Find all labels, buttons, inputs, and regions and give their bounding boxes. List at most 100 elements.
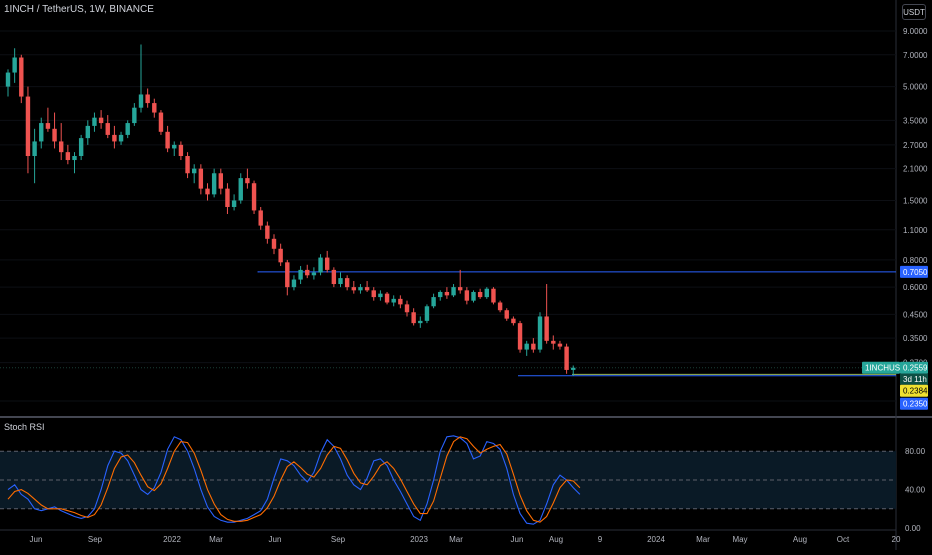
level-lines[interactable]	[0, 271, 896, 377]
candle[interactable]	[358, 287, 363, 291]
candle[interactable]	[125, 123, 130, 135]
price-tick-label: 0.4500	[903, 310, 928, 319]
candle[interactable]	[484, 288, 489, 298]
candle[interactable]	[424, 306, 430, 321]
candle[interactable]	[198, 168, 204, 189]
candle[interactable]	[404, 304, 410, 313]
candle[interactable]	[305, 269, 310, 276]
price-tick-label: 3.5000	[903, 116, 928, 125]
candle[interactable]	[118, 134, 124, 142]
candle[interactable]	[12, 57, 17, 73]
candle[interactable]	[311, 272, 317, 276]
candle[interactable]	[458, 287, 463, 291]
candle[interactable]	[517, 323, 523, 350]
candle[interactable]	[398, 298, 403, 305]
candle[interactable]	[19, 57, 24, 97]
candle[interactable]	[378, 293, 383, 298]
candle[interactable]	[418, 320, 423, 324]
candle[interactable]	[544, 316, 549, 341]
candle[interactable]	[438, 291, 443, 298]
candle[interactable]	[497, 302, 503, 311]
candle[interactable]	[325, 257, 330, 270]
stoch-rsi-title[interactable]: Stoch RSI	[4, 422, 45, 432]
candle[interactable]	[338, 278, 343, 285]
candle[interactable]	[431, 297, 436, 307]
candle[interactable]	[251, 183, 257, 211]
candle[interactable]	[524, 343, 529, 350]
candle[interactable]	[218, 173, 223, 189]
candle[interactable]	[331, 269, 337, 285]
candle[interactable]	[85, 125, 90, 139]
candle[interactable]	[285, 262, 290, 288]
candle[interactable]	[451, 287, 456, 296]
candle[interactable]	[231, 200, 237, 207]
candles[interactable]	[5, 44, 576, 376]
candle[interactable]	[165, 131, 170, 149]
candle[interactable]	[185, 156, 190, 174]
candle[interactable]	[364, 287, 370, 291]
candle[interactable]	[464, 290, 470, 301]
candle[interactable]	[318, 257, 323, 273]
candle[interactable]	[471, 291, 476, 301]
candle[interactable]	[271, 238, 277, 249]
candle[interactable]	[211, 173, 217, 195]
candle[interactable]	[245, 178, 250, 184]
candle[interactable]	[225, 188, 230, 207]
candle[interactable]	[32, 141, 37, 157]
candle[interactable]	[145, 94, 150, 104]
candle[interactable]	[564, 346, 569, 370]
candle[interactable]	[371, 290, 376, 298]
candle[interactable]	[72, 156, 77, 161]
candle[interactable]	[351, 287, 356, 291]
candle[interactable]	[132, 107, 137, 124]
candle[interactable]	[5, 72, 11, 87]
candle[interactable]	[238, 178, 243, 201]
candle[interactable]	[92, 117, 97, 126]
stoch-k-line[interactable]	[7, 435, 581, 525]
candle[interactable]	[571, 367, 576, 370]
candle[interactable]	[391, 298, 396, 303]
candle[interactable]	[258, 210, 263, 226]
currency-button[interactable]: USDT	[902, 4, 926, 20]
candle[interactable]	[551, 340, 556, 344]
candle[interactable]	[537, 316, 543, 350]
candle[interactable]	[45, 123, 51, 129]
stoch-rsi-pane[interactable]	[0, 435, 896, 525]
stoch-d-line[interactable]	[7, 436, 581, 523]
candle[interactable]	[344, 278, 350, 288]
candle[interactable]	[138, 94, 144, 108]
candle[interactable]	[278, 248, 283, 263]
candle[interactable]	[39, 123, 44, 142]
candle[interactable]	[112, 134, 117, 142]
candle[interactable]	[78, 138, 84, 157]
candle[interactable]	[477, 291, 483, 298]
candle[interactable]	[25, 96, 31, 157]
candle[interactable]	[511, 318, 516, 324]
time-axis[interactable]: Jun Sep 2022 Mar Jun Sep 2023 Mar Jun Aug 9 2024 Mar…	[30, 535, 901, 544]
candle[interactable]	[65, 152, 71, 161]
candle[interactable]	[152, 103, 157, 113]
price-tick-label: 1.1000	[903, 226, 928, 235]
candle[interactable]	[265, 225, 270, 239]
candle[interactable]	[291, 279, 297, 288]
stoch-rsi-tick-label: 80.00	[905, 447, 926, 456]
candle[interactable]	[172, 144, 177, 149]
candle[interactable]	[52, 128, 57, 142]
candle[interactable]	[192, 168, 197, 174]
candle[interactable]	[491, 288, 496, 303]
candle[interactable]	[444, 291, 450, 296]
candle[interactable]	[504, 310, 509, 319]
candle[interactable]	[98, 117, 104, 124]
candle[interactable]	[158, 112, 164, 132]
candle[interactable]	[298, 269, 303, 280]
candle[interactable]	[411, 312, 416, 324]
candle[interactable]	[105, 123, 110, 135]
candle[interactable]	[531, 343, 536, 350]
candle[interactable]	[59, 141, 64, 153]
candle[interactable]	[557, 343, 563, 347]
candle[interactable]	[205, 188, 210, 195]
candle[interactable]	[178, 144, 184, 157]
candle[interactable]	[384, 293, 390, 303]
